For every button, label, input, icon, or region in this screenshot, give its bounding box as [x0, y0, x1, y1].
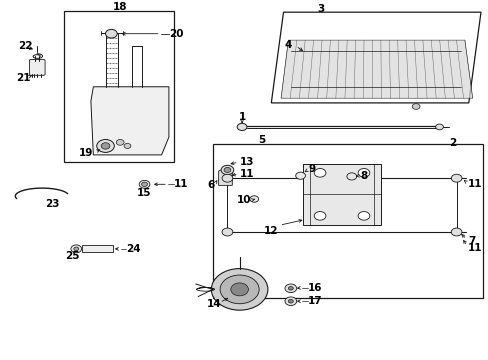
Text: 5: 5	[257, 135, 264, 145]
Text: 20: 20	[168, 29, 183, 39]
Polygon shape	[91, 87, 168, 155]
Text: 9: 9	[308, 164, 315, 174]
Text: 22: 22	[18, 41, 32, 50]
Circle shape	[411, 104, 419, 109]
Text: 10: 10	[236, 195, 250, 206]
Text: 6: 6	[206, 180, 214, 190]
Text: 8: 8	[360, 171, 367, 181]
Circle shape	[346, 173, 356, 180]
Text: 4: 4	[284, 40, 291, 50]
Circle shape	[220, 275, 259, 304]
Circle shape	[142, 182, 147, 186]
Text: 17: 17	[307, 296, 322, 306]
Circle shape	[101, 143, 110, 149]
Text: 21: 21	[16, 73, 31, 83]
Circle shape	[295, 172, 305, 179]
Bar	[212, 144, 483, 298]
Text: 11: 11	[467, 243, 481, 253]
Circle shape	[97, 139, 114, 152]
Polygon shape	[218, 169, 232, 185]
Text: 11: 11	[239, 168, 254, 179]
Circle shape	[74, 247, 79, 251]
Text: 12: 12	[264, 226, 278, 236]
Circle shape	[105, 30, 117, 38]
Text: 24: 24	[126, 244, 141, 254]
FancyBboxPatch shape	[29, 59, 45, 75]
Circle shape	[357, 168, 369, 177]
Circle shape	[116, 139, 124, 145]
Circle shape	[357, 212, 369, 220]
Circle shape	[230, 283, 248, 296]
Circle shape	[71, 245, 81, 253]
Circle shape	[285, 297, 296, 306]
Text: 3: 3	[317, 4, 324, 14]
Text: 7: 7	[467, 236, 474, 246]
Circle shape	[288, 287, 293, 290]
Text: 23: 23	[44, 199, 59, 209]
Text: 2: 2	[448, 138, 456, 148]
FancyBboxPatch shape	[81, 245, 113, 252]
Text: 25: 25	[65, 251, 80, 261]
Text: 14: 14	[206, 299, 221, 309]
Text: 16: 16	[307, 283, 322, 293]
Circle shape	[314, 212, 325, 220]
Circle shape	[249, 196, 258, 202]
Circle shape	[435, 124, 443, 130]
Circle shape	[237, 123, 246, 131]
Circle shape	[221, 165, 233, 175]
Text: 11: 11	[173, 179, 188, 189]
Text: 15: 15	[137, 188, 151, 198]
Circle shape	[124, 143, 131, 148]
Text: 11: 11	[467, 179, 481, 189]
Circle shape	[314, 168, 325, 177]
Circle shape	[450, 228, 461, 236]
Circle shape	[224, 167, 230, 172]
Circle shape	[288, 300, 293, 303]
Circle shape	[285, 284, 296, 293]
Circle shape	[222, 174, 232, 182]
Text: 13: 13	[239, 157, 254, 167]
Polygon shape	[281, 40, 472, 98]
Text: 1: 1	[238, 112, 245, 122]
Polygon shape	[303, 164, 380, 225]
Circle shape	[139, 180, 150, 188]
Circle shape	[222, 228, 232, 236]
Text: 19: 19	[79, 148, 93, 158]
Circle shape	[450, 174, 461, 182]
Circle shape	[211, 269, 267, 310]
Text: 18: 18	[113, 2, 127, 12]
Bar	[64, 12, 173, 162]
